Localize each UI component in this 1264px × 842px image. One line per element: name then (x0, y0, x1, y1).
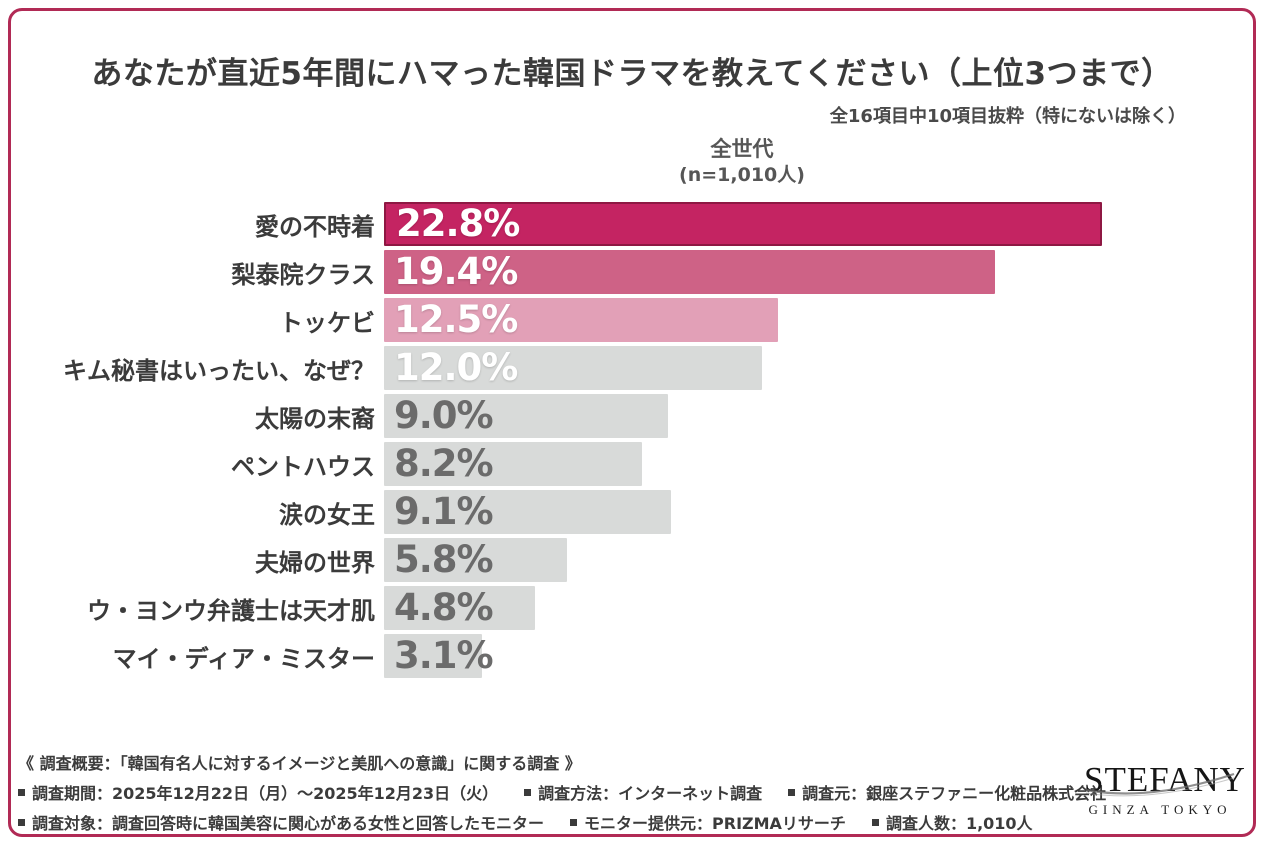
category-label: ウ・ヨンウ弁護士は天才肌 (87, 596, 375, 625)
column-header: 全世代 (n=1,010人) (383, 136, 1101, 188)
category-label: キム秘書はいったい、なぜ？ (63, 356, 375, 385)
chart-row: マイ・ディア・ミスター 3.1% (30, 634, 1245, 678)
chart-row: ウ・ヨンウ弁護士は天才肌 4.8% (30, 586, 1245, 630)
column-header-group: 全世代 (710, 137, 774, 161)
survey-detail-text: モニター提供元：PRIZMAリサーチ (584, 814, 846, 833)
value-label: 3.1% (394, 634, 494, 677)
value-label: 9.0% (394, 394, 494, 437)
survey-detail-item: 調査人数：1,010人 (871, 810, 1033, 834)
category-label: マイ・ディア・ミスター (112, 644, 375, 673)
category-label: 夫婦の世界 (255, 548, 375, 577)
value-label: 19.4% (394, 250, 518, 293)
page-title: あなたが直近5年間にハマった韓国ドラマを教えてください（上位3つまで） (91, 56, 1173, 92)
logo-brand-text: STEFANY (1084, 760, 1246, 799)
bar-chart: 愛の不時着 22.8% 梨泰院クラス 19.4% トッケビ 12.5% キム秘書はいったい、… (30, 202, 1245, 682)
category-label: 梨泰院クラス (231, 260, 375, 289)
chart-row: 涙の女王 9.1% (30, 490, 1245, 534)
category-label: 太陽の末裔 (255, 404, 375, 433)
survey-detail-item: 調査対象：調査回答時に韓国美容に関心がある女性と回答したモニター (18, 810, 544, 834)
survey-detail-item: モニター提供元：PRIZMAリサーチ (570, 810, 846, 834)
chart-row: ペントハウス 8.2% (30, 442, 1245, 486)
bar: 3.1% (384, 634, 494, 678)
chart-row: トッケビ 12.5% (30, 298, 1245, 342)
survey-overview: 《 調査概要：「韓国有名人に対するイメージと美肌への意識」に関する調査 》 (18, 754, 581, 773)
value-label: 5.8% (394, 538, 494, 581)
bar: 4.8% (384, 586, 535, 630)
value-label: 8.2% (394, 442, 494, 485)
bar: 8.2% (384, 442, 642, 486)
bar: 9.1% (384, 490, 671, 534)
value-label: 22.8% (396, 202, 520, 245)
survey-detail-item: 調査元：銀座ステファニー化粧品株式会社 (788, 780, 1106, 804)
chart-row: 梨泰院クラス 19.4% (30, 250, 1245, 294)
bar: 19.4% (384, 250, 995, 294)
survey-detail-text: 調査方法：インターネット調査 (538, 784, 763, 803)
chart-row: 夫婦の世界 5.8% (30, 538, 1245, 582)
stefany-logo: STEFANY GINZA TOKYO (1084, 760, 1246, 818)
column-header-sample: (n=1,010人) (679, 164, 805, 186)
category-label: 愛の不時着 (255, 212, 375, 241)
value-label: 4.8% (394, 586, 494, 629)
bar: 22.8% (384, 202, 1102, 246)
subtitle-note: 全16項目中10項目抜粋（特にないは除く） (829, 106, 1186, 127)
survey-details-line-1: 調査期間：2025年12月22日（月）～2025年12月23日（火） 調査方法：イ… (18, 780, 1106, 804)
bullet-square-icon (524, 788, 532, 796)
chart-row: 太陽の末裔 9.0% (30, 394, 1245, 438)
bar: 9.0% (384, 394, 668, 438)
survey-detail-item: 調査期間：2025年12月22日（月）～2025年12月23日（火） (18, 780, 498, 804)
bullet-square-icon (18, 818, 25, 826)
value-label: 12.0% (394, 346, 518, 389)
bullet-square-icon (18, 788, 25, 796)
survey-detail-text: 調査対象：調査回答時に韓国美容に関心がある女性と回答したモニター (32, 814, 545, 833)
value-label: 12.5% (394, 298, 518, 341)
bar: 12.0% (384, 346, 762, 390)
chart-row: キム秘書はいったい、なぜ？ 12.0% (30, 346, 1245, 390)
survey-detail-text: 調査期間：2025年12月22日（月）～2025年12月23日（火） (32, 784, 499, 803)
survey-detail-item: 調査方法：インターネット調査 (524, 780, 762, 804)
bullet-square-icon (871, 818, 879, 826)
survey-detail-text: 調査人数：1,010人 (885, 814, 1033, 833)
category-label: 涙の女王 (279, 500, 375, 529)
chart-row: 愛の不時着 22.8% (30, 202, 1245, 246)
bar: 5.8% (384, 538, 567, 582)
category-label: ペントハウス (231, 452, 375, 481)
survey-detail-text: 調査元：銀座ステファニー化粧品株式会社 (802, 784, 1107, 803)
value-label: 9.1% (394, 490, 494, 533)
bullet-square-icon (788, 788, 796, 796)
category-label: トッケビ (279, 308, 375, 337)
bar: 12.5% (384, 298, 778, 342)
bullet-square-icon (570, 818, 578, 826)
survey-footer: 《 調査概要：「韓国有名人に対するイメージと美肌への意識」に関する調査 》 調査… (18, 750, 1106, 834)
survey-details-line-2: 調査対象：調査回答時に韓国美容に関心がある女性と回答したモニター モニター提供元：… (18, 810, 1078, 834)
logo-tagline-text: GINZA TOKYO (1088, 802, 1232, 817)
